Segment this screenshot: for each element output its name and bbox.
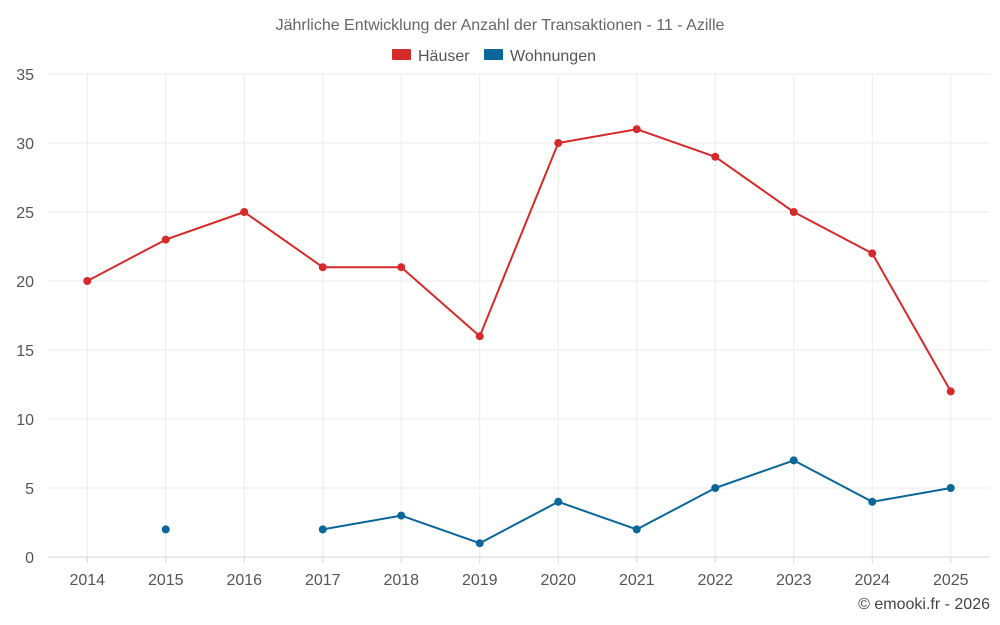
data-point-wohnungen[interactable] [711, 484, 720, 492]
x-tick-label: 2020 [540, 572, 576, 589]
legend-label-haeuser[interactable]: Häuser [418, 48, 470, 65]
data-point-wohnungen[interactable] [868, 497, 877, 506]
legend-swatch-haeuser [392, 49, 411, 60]
data-point-haeuser[interactable] [240, 208, 249, 216]
series-line-haeuser [86, 128, 952, 392]
x-tick-label: 2017 [305, 572, 341, 589]
y-tick-label: 15 [16, 343, 34, 360]
data-point-haeuser[interactable] [868, 249, 877, 258]
y-tick-label: 35 [16, 67, 34, 84]
legend-swatch-wohnungen [484, 49, 503, 60]
credit-text: © emooki.fr - 2026 [858, 596, 990, 613]
data-point-wohnungen[interactable] [475, 539, 484, 548]
legend-label-wohnungen[interactable]: Wohnungen [510, 48, 596, 65]
data-point-haeuser[interactable] [161, 235, 170, 244]
y-tick-label: 0 [25, 550, 34, 567]
data-point-haeuser[interactable] [397, 263, 406, 272]
y-tick-label: 30 [16, 136, 34, 153]
data-point-haeuser[interactable] [475, 332, 484, 341]
y-tick-label: 5 [25, 481, 34, 498]
data-point-wohnungen[interactable] [789, 456, 798, 465]
x-tick-label: 2018 [383, 572, 419, 589]
data-point-wohnungen[interactable] [397, 511, 406, 520]
data-point-wohnungen[interactable] [554, 497, 563, 506]
data-point-haeuser[interactable] [789, 208, 798, 216]
x-tick-label: 2023 [776, 572, 812, 589]
data-point-haeuser[interactable] [318, 263, 327, 272]
data-point-wohnungen[interactable] [161, 525, 170, 534]
y-tick-label: 25 [16, 205, 34, 222]
data-point-haeuser[interactable] [554, 139, 563, 147]
data-point-haeuser[interactable] [711, 152, 720, 161]
x-tick-label: 2021 [619, 572, 655, 589]
x-tick-label: 2019 [462, 572, 498, 589]
x-tick-label: 2022 [697, 572, 733, 589]
x-tick-label: 2014 [69, 572, 105, 589]
x-tick-label: 2016 [226, 572, 262, 589]
data-point-haeuser[interactable] [946, 387, 955, 396]
grid [48, 73, 990, 558]
y-tick-label: 10 [16, 412, 34, 429]
data-point-wohnungen[interactable] [946, 484, 955, 492]
data-point-wohnungen[interactable] [632, 525, 641, 534]
chart-title: Jährliche Entwicklung der Anzahl der Tra… [276, 17, 725, 34]
data-point-haeuser[interactable] [83, 277, 92, 285]
y-tick-label: 20 [16, 274, 34, 291]
x-tick-label: 2015 [148, 572, 184, 589]
legend: Häuser Wohnungen [392, 48, 596, 65]
data-point-haeuser[interactable] [632, 125, 641, 134]
data-point-wohnungen[interactable] [318, 525, 327, 534]
series [83, 125, 955, 548]
x-tick-label: 2025 [933, 572, 969, 589]
x-tick-label: 2024 [854, 572, 890, 589]
